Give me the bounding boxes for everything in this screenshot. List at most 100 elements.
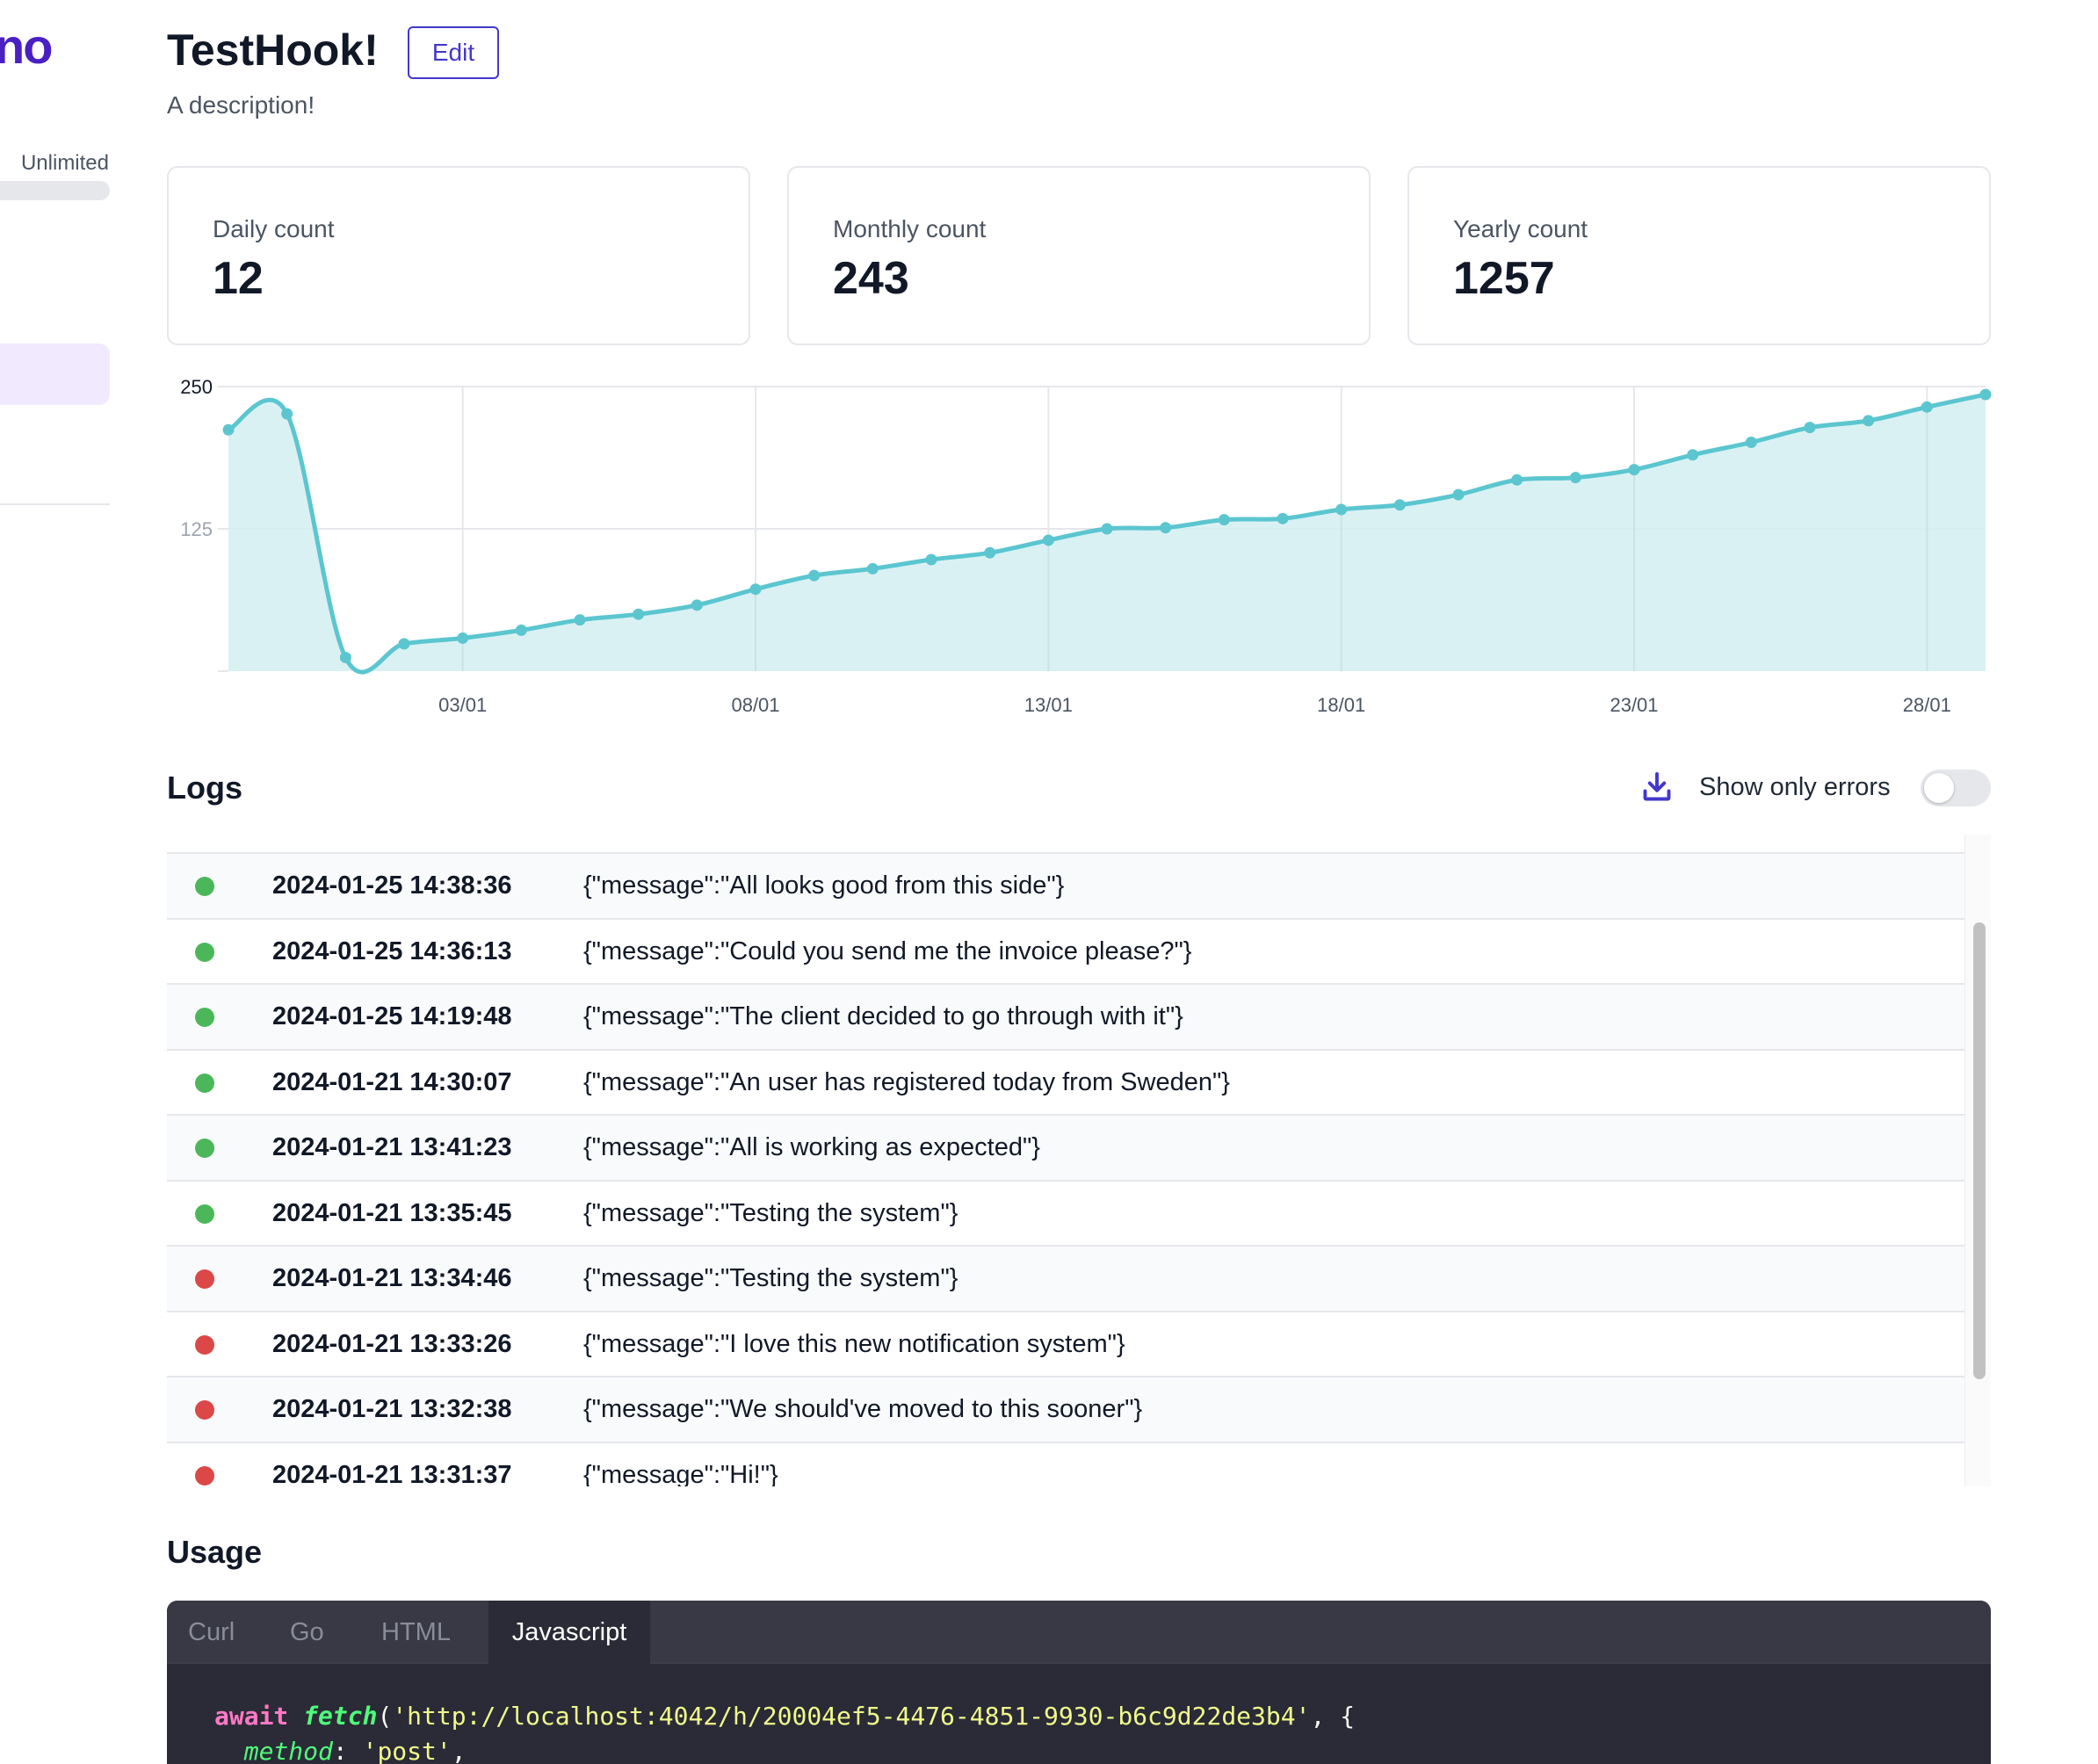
log-row[interactable]: 2024-01-21 14:30:07 {"message":"An user h…: [167, 1050, 1964, 1116]
status-ok-dot: [195, 1204, 214, 1224]
data-point: [1745, 437, 1757, 449]
x-tick-label: 23/01: [1610, 694, 1658, 716]
usage-tabs: Curl Go HTML Javascript: [167, 1601, 1991, 1664]
log-message: {"message":"Hi!"}: [583, 1460, 778, 1487]
status-ok-dot: [195, 877, 214, 896]
data-point: [1218, 514, 1230, 526]
yearly-count-card: Yearly count 1257: [1407, 166, 1991, 345]
x-tick-label: 28/01: [1903, 694, 1951, 716]
yearly-count-value: 1257: [1453, 253, 1555, 304]
y-tick-label: 250: [180, 376, 213, 398]
log-timestamp: 2024-01-21 13:33:26: [272, 1329, 512, 1358]
log-row[interactable]: 2024-01-25 14:36:13 {"message":"Could you…: [167, 919, 1964, 985]
log-row[interactable]: 2024-01-21 13:41:23 {"message":"All is wo…: [167, 1116, 1964, 1182]
log-message: {"message":"Testing the system"}: [583, 1198, 959, 1227]
show-only-errors-label: Show only errors: [1699, 773, 1891, 801]
log-row[interactable]: 2024-01-21 13:35:45 {"message":"Testing t…: [167, 1181, 1964, 1247]
tab-html[interactable]: HTML: [381, 1617, 451, 1646]
usage-code: await fetch('http://localhost:4042/h/200…: [214, 1699, 1355, 1764]
toggle-knob: [1924, 773, 1954, 803]
data-point: [1863, 415, 1875, 427]
daily-count-value: 12: [213, 253, 264, 304]
data-point: [1277, 512, 1289, 524]
log-row[interactable]: 2024-01-21 13:31:37 {"message":"Hi!"}: [167, 1442, 1964, 1487]
code-line-1: await fetch('http://localhost:4042/h/200…: [214, 1699, 1355, 1734]
daily-count-chart: 250 125 03/01 08/01 13/01 18/01 23/01 28/01: [180, 376, 1992, 716]
log-message: {"message":"Could you send me the invoic…: [583, 936, 1192, 965]
data-point: [984, 546, 996, 559]
code-await: await: [214, 1702, 289, 1731]
monthly-count-value: 243: [833, 253, 909, 304]
log-message: {"message":"An user has registered today…: [583, 1067, 1230, 1096]
status-ok-dot: [195, 1008, 214, 1027]
log-message: {"message":"The client decided to go thr…: [583, 1002, 1183, 1030]
data-point: [1511, 474, 1523, 486]
logs-title: Logs: [167, 770, 242, 806]
log-timestamp: 2024-01-25 14:36:13: [272, 936, 512, 965]
data-point: [1042, 534, 1054, 546]
log-timestamp: 2024-01-21 13:34:46: [272, 1264, 512, 1292]
tab-curl[interactable]: Curl: [188, 1617, 235, 1646]
usage-title: Usage: [167, 1534, 263, 1570]
data-point: [808, 569, 821, 582]
data-point: [398, 638, 410, 650]
status-error-dot: [195, 1400, 214, 1420]
log-timestamp: 2024-01-21 14:30:07: [272, 1067, 512, 1096]
status-error-dot: [195, 1334, 214, 1355]
tab-go[interactable]: Go: [290, 1617, 324, 1646]
code-colon: :: [332, 1737, 363, 1764]
log-message: {"message":"I love this new notification…: [583, 1329, 1125, 1358]
data-point: [1335, 503, 1348, 516]
data-point: [1979, 388, 1992, 401]
data-point: [574, 614, 586, 626]
logs-scrollbar-thumb[interactable]: [1973, 922, 1986, 1379]
sidebar-item-active[interactable]: [0, 343, 110, 405]
page-title: TestHook!: [167, 25, 379, 75]
monthly-count-label: Monthly count: [833, 215, 987, 242]
plan-label: Unlimited: [20, 151, 109, 175]
log-message: {"message":"We should've moved to this s…: [583, 1395, 1143, 1423]
code-comma: ,: [451, 1737, 467, 1764]
page-description: A description!: [167, 91, 315, 119]
data-point: [1393, 499, 1406, 511]
app-logo[interactable]: no: [0, 18, 53, 74]
data-point: [691, 599, 703, 611]
edit-button[interactable]: Edit: [408, 26, 499, 79]
log-row[interactable]: 2024-01-25 14:19:48 {"message":"The clien…: [167, 985, 1964, 1051]
code-url: 'http://localhost:4042/h/20004ef5-4476-4…: [392, 1702, 1311, 1731]
status-ok-dot: [195, 1139, 214, 1158]
x-tick-label: 13/01: [1024, 694, 1073, 716]
log-timestamp: 2024-01-21 13:35:45: [272, 1198, 512, 1227]
log-timestamp: 2024-01-21 13:41:23: [272, 1133, 512, 1161]
y-tick-label: 125: [180, 518, 213, 540]
data-point: [222, 423, 235, 436]
log-message: {"message":"All looks good from this sid…: [583, 871, 1065, 900]
data-point: [1921, 401, 1933, 413]
daily-count-card: Daily count 12: [167, 166, 750, 345]
log-timestamp: 2024-01-21 13:32:38: [272, 1395, 512, 1423]
show-only-errors-toggle[interactable]: [1921, 770, 1991, 806]
log-timestamp: 2024-01-25 14:19:48: [272, 1002, 512, 1030]
sidebar-divider: [0, 503, 110, 505]
data-point: [1628, 464, 1640, 476]
logs-scrollbar[interactable]: [1964, 835, 1991, 1486]
tab-javascript[interactable]: Javascript: [488, 1601, 650, 1664]
log-row[interactable]: 2024-01-21 13:32:38 {"message":"We should…: [167, 1377, 1964, 1443]
data-point: [866, 562, 879, 575]
data-point: [515, 624, 527, 636]
log-message: {"message":"Testing the system"}: [583, 1264, 959, 1292]
download-icon[interactable]: [1641, 771, 1673, 803]
plan-usage-bar: [0, 181, 110, 200]
data-point: [457, 632, 469, 644]
code-line-2: method: 'post',: [214, 1734, 1355, 1764]
x-tick-label: 08/01: [731, 694, 779, 716]
monthly-count-card: Monthly count 243: [787, 166, 1371, 345]
log-row[interactable]: 2024-01-25 14:38:36 {"message":"All looks…: [167, 854, 1964, 920]
log-row[interactable]: 2024-01-21 13:34:46 {"message":"Testing t…: [167, 1247, 1964, 1312]
data-point: [1569, 472, 1581, 484]
data-point: [749, 583, 762, 596]
daily-count-label: Daily count: [213, 215, 335, 242]
log-timestamp: 2024-01-21 13:31:37: [272, 1460, 512, 1487]
log-row[interactable]: 2024-01-21 13:33:26 {"message":"I love th…: [167, 1312, 1964, 1377]
code-fetch: fetch: [303, 1702, 378, 1731]
